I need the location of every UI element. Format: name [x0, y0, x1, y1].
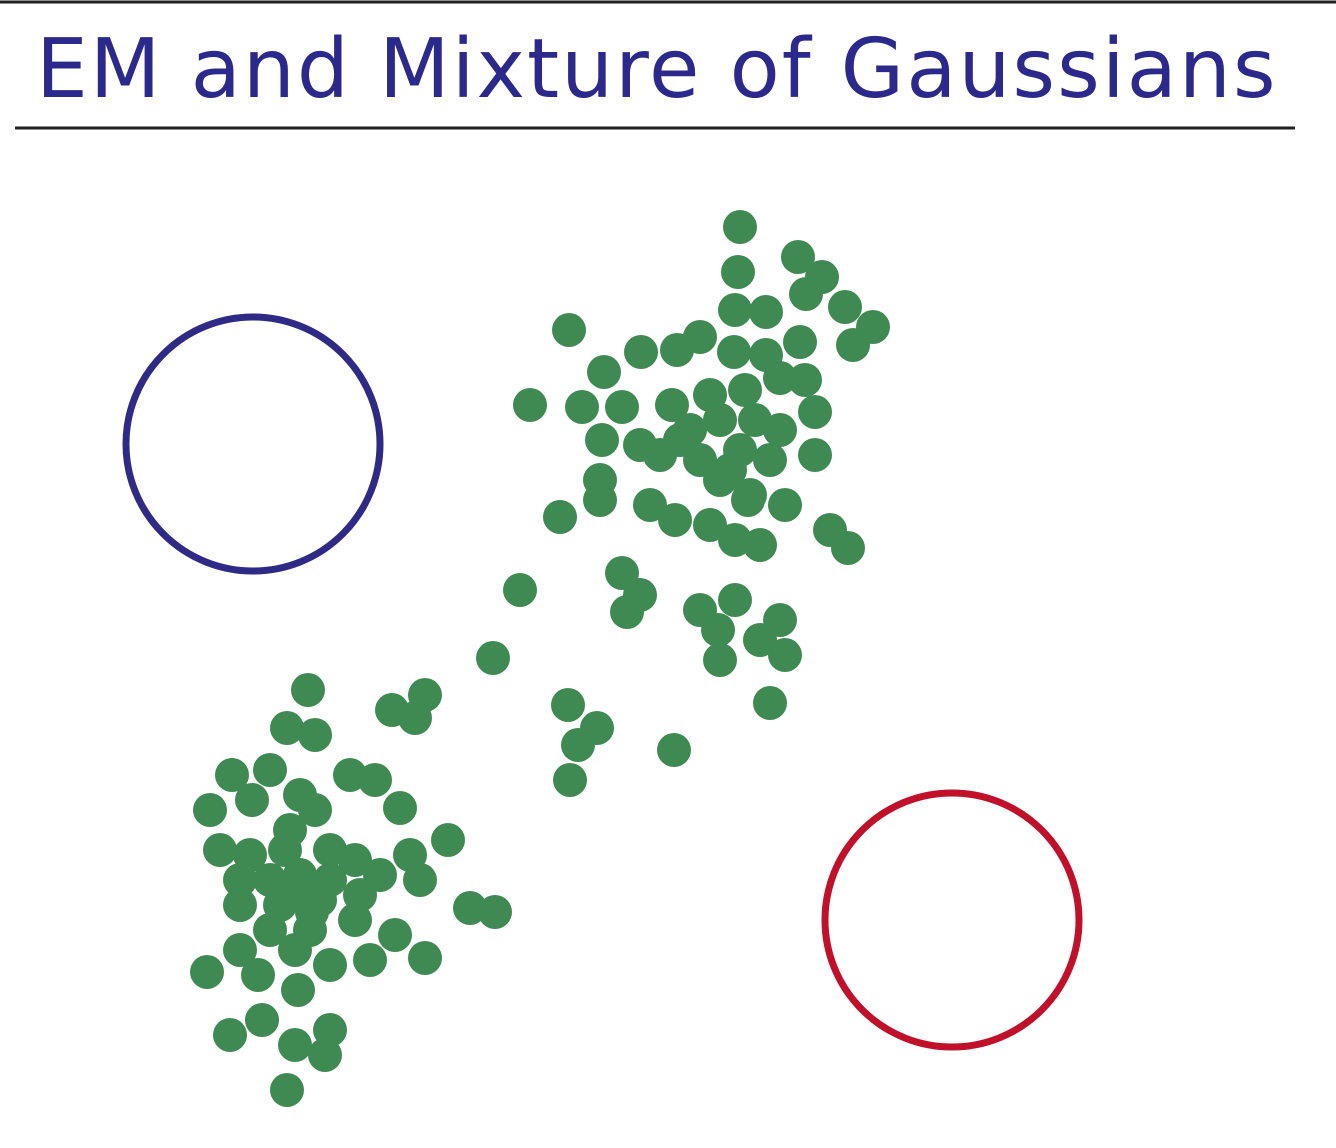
data-point: [633, 488, 667, 522]
data-point: [728, 373, 762, 407]
data-point: [273, 873, 307, 907]
data-point: [703, 403, 737, 437]
data-point: [278, 933, 312, 967]
title: EM and Mixture of Gaussians: [36, 22, 1278, 117]
data-point: [383, 791, 417, 825]
data-point: [561, 728, 595, 762]
data-point: [763, 361, 797, 395]
data-point: [476, 641, 510, 675]
data-point: [828, 290, 862, 324]
data-point: [408, 941, 442, 975]
data-point: [655, 388, 689, 422]
data-point: [587, 355, 621, 389]
data-point: [663, 423, 697, 457]
data-point: [291, 673, 325, 707]
data-point: [701, 613, 735, 647]
data-point: [605, 390, 639, 424]
data-point: [431, 823, 465, 857]
data-point: [717, 335, 751, 369]
data-point: [624, 335, 658, 369]
data-point: [281, 973, 315, 1007]
data-point: [831, 531, 865, 565]
data-point: [657, 733, 691, 767]
data-point: [241, 958, 275, 992]
data-point: [478, 895, 512, 929]
data-point: [610, 595, 644, 629]
data-point: [295, 895, 329, 929]
data-point: [543, 500, 577, 534]
data-point: [552, 313, 586, 347]
data-point: [298, 793, 332, 827]
data-point: [338, 903, 372, 937]
data-point: [253, 913, 287, 947]
data-point: [781, 240, 815, 274]
data-point: [403, 863, 437, 897]
data-point: [308, 1038, 342, 1072]
data-point: [718, 293, 752, 327]
data-point: [565, 390, 599, 424]
gaussian-circle-red: [821, 789, 1083, 1051]
data-point: [721, 255, 755, 289]
data-point: [585, 423, 619, 457]
data-point: [223, 933, 257, 967]
data-point: [749, 295, 783, 329]
data-point: [193, 793, 227, 827]
data-point: [753, 443, 787, 477]
data-point: [203, 833, 237, 867]
data-point: [583, 483, 617, 517]
data-point: [338, 843, 372, 877]
data-points: [190, 210, 890, 1107]
data-point: [768, 488, 802, 522]
data-point: [743, 528, 777, 562]
data-point: [683, 320, 717, 354]
data-point: [693, 508, 727, 542]
data-point: [551, 688, 585, 722]
data-point: [658, 503, 692, 537]
data-point: [245, 1003, 279, 1037]
data-point: [768, 638, 802, 672]
data-point: [743, 623, 777, 657]
data-point: [223, 863, 257, 897]
data-point: [798, 395, 832, 429]
data-point: [783, 325, 817, 359]
data-point: [190, 955, 224, 989]
data-point: [270, 1073, 304, 1107]
data-point: [798, 438, 832, 472]
data-point: [753, 686, 787, 720]
data-point: [223, 888, 257, 922]
data-point: [453, 891, 487, 925]
data-point: [268, 833, 302, 867]
data-point: [313, 948, 347, 982]
data-point: [503, 573, 537, 607]
data-point: [713, 453, 747, 487]
data-point: [788, 363, 822, 397]
data-point: [213, 1018, 247, 1052]
data-point: [723, 210, 757, 244]
data-point: [763, 413, 797, 447]
gaussian-circle-blue: [122, 313, 384, 575]
data-point: [836, 328, 870, 362]
data-point: [298, 718, 332, 752]
data-point: [215, 758, 249, 792]
data-point: [718, 583, 752, 617]
data-point: [253, 753, 287, 787]
data-point: [358, 763, 392, 797]
data-point: [513, 388, 547, 422]
data-point: [235, 783, 269, 817]
data-point: [278, 1028, 312, 1062]
data-point: [731, 483, 765, 517]
data-point: [353, 943, 387, 977]
data-point: [553, 763, 587, 797]
data-point: [789, 277, 823, 311]
data-point: [398, 701, 432, 735]
data-point: [703, 643, 737, 677]
data-point: [378, 918, 412, 952]
data-point: [270, 711, 304, 745]
